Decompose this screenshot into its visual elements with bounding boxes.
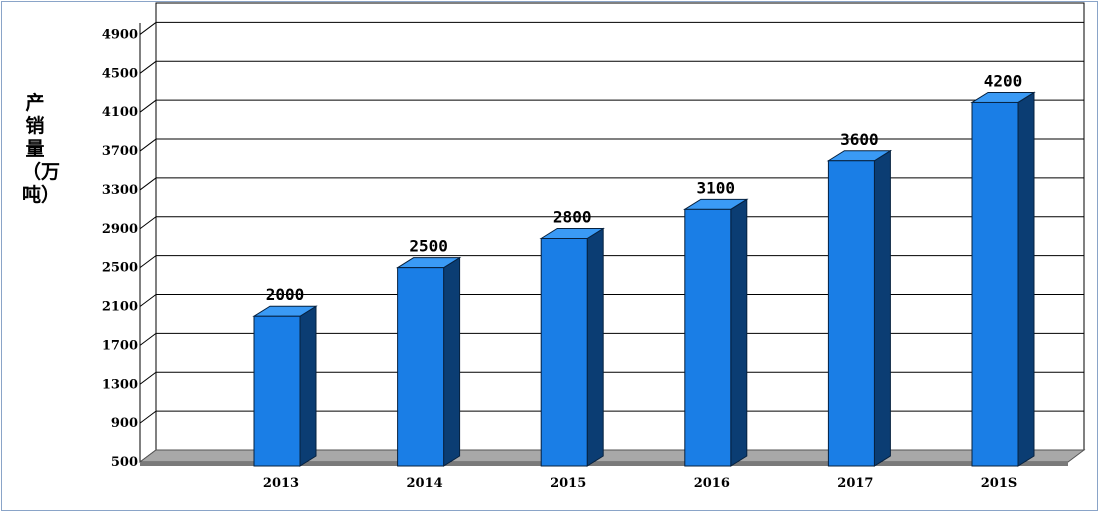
data-label: 2800 — [553, 208, 592, 227]
data-label: 3600 — [840, 130, 879, 149]
y-tick-label: 4500 — [102, 66, 138, 81]
bar-side — [586, 227, 604, 467]
grid-connector — [139, 294, 157, 307]
data-label: 2500 — [409, 237, 448, 256]
bar — [684, 208, 732, 467]
grid-connector — [139, 60, 157, 74]
y-tick-label: 3700 — [102, 144, 138, 159]
grid-connector — [139, 216, 157, 230]
bar — [540, 238, 588, 467]
y-tick-label: 1300 — [102, 377, 138, 392]
grid-connector — [139, 22, 157, 35]
data-label: 2000 — [266, 285, 305, 304]
y-tick-label: 2900 — [102, 222, 138, 237]
y-tick-label: 500 — [111, 455, 138, 470]
y-tick-label: 4900 — [102, 27, 138, 42]
grid-connector — [139, 138, 157, 152]
grid-connector — [139, 332, 157, 346]
bar — [827, 160, 875, 467]
x-tick-label: 201S — [981, 476, 1018, 491]
x-tick-label: 2013 — [263, 476, 299, 491]
y-tick-label: 2500 — [102, 261, 138, 276]
y-tick-label: 1700 — [102, 338, 138, 353]
x-tick-label: 2014 — [407, 476, 443, 491]
grid-connector — [139, 99, 157, 113]
bar-side — [873, 149, 891, 467]
y-tick-label: 900 — [111, 416, 138, 431]
bar — [397, 267, 445, 467]
x-tick-label: 2017 — [837, 476, 873, 491]
grid-connector — [139, 371, 157, 385]
bar-side — [730, 198, 748, 467]
grid-connector — [139, 177, 157, 191]
x-tick-label: 2016 — [694, 476, 730, 491]
y-tick-label: 2100 — [102, 300, 138, 315]
grid-connector — [139, 255, 157, 269]
grid-connector — [139, 410, 157, 424]
bar — [971, 101, 1019, 467]
data-label: 3100 — [697, 178, 736, 197]
data-label: 4200 — [984, 71, 1023, 90]
y-tick-label: 4100 — [102, 105, 138, 120]
y-tick-label: 3300 — [102, 183, 138, 198]
bar — [253, 315, 301, 467]
bar-side — [443, 256, 461, 467]
bar-side — [1017, 91, 1035, 467]
bar-side — [299, 305, 317, 467]
x-tick-label: 2015 — [550, 476, 586, 491]
